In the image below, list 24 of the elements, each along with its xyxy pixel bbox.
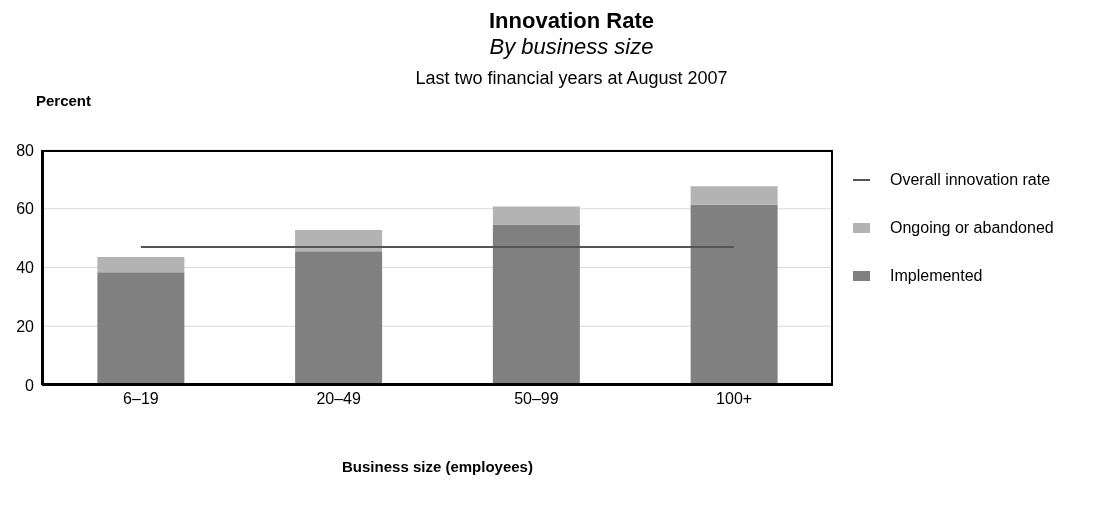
bar bbox=[97, 272, 185, 385]
bar bbox=[295, 251, 383, 385]
bar bbox=[492, 224, 580, 385]
legend-label: Implemented bbox=[890, 267, 983, 285]
x-tick-label: 100+ bbox=[716, 390, 753, 408]
x-tick-label: 50–99 bbox=[514, 390, 559, 408]
bar bbox=[690, 186, 778, 205]
y-tick-label: 80 bbox=[16, 141, 35, 159]
x-tick-label: 20–49 bbox=[316, 390, 361, 408]
legend-label: Ongoing or abandoned bbox=[890, 219, 1054, 237]
x-tick-label: 6–19 bbox=[123, 390, 159, 408]
bar bbox=[492, 206, 580, 225]
y-axis-title: Percent bbox=[36, 92, 92, 109]
chart-subtitle: By business size bbox=[488, 34, 655, 60]
y-tick-label: 40 bbox=[16, 259, 35, 277]
y-tick-label: 20 bbox=[16, 317, 35, 335]
bar bbox=[97, 256, 185, 273]
y-tick-label: 60 bbox=[16, 200, 35, 218]
x-axis-title: Business size (employees) bbox=[341, 458, 534, 475]
chart-title: Innovation Rate bbox=[488, 8, 655, 34]
text: Last two financial years at August 2007 bbox=[414, 68, 729, 89]
y-tick-label: 0 bbox=[25, 376, 35, 394]
bar bbox=[690, 204, 778, 385]
legend-label: Overall innovation rate bbox=[890, 171, 1051, 189]
